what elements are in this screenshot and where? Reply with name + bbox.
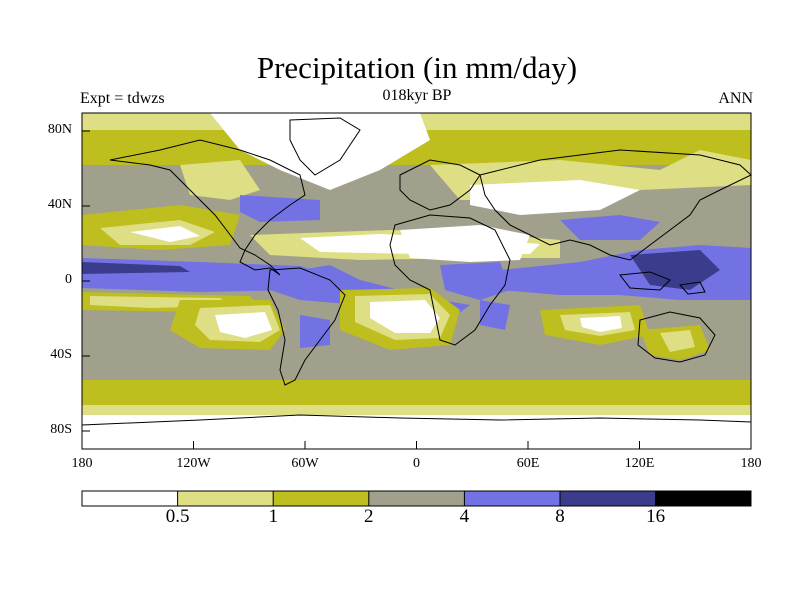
x-tick-label: 120E	[624, 456, 655, 471]
colorbar-box-4	[368, 491, 465, 506]
colorbar-box-6	[560, 491, 656, 506]
x-tick-label: 120W	[176, 456, 211, 471]
colorbar	[81, 490, 752, 507]
y-tick-label: 40S	[50, 347, 72, 362]
experiment-label: Expt = tdwzs	[80, 90, 165, 107]
colorbar-box-3	[273, 491, 369, 506]
x-tick-label: 180	[740, 456, 762, 471]
y-tick-label: 0	[65, 272, 72, 287]
colorbar-box-5	[464, 491, 560, 506]
colorbar-box-7	[655, 491, 751, 506]
colorbar-label: 16	[646, 506, 666, 527]
colorbar-label: 2	[364, 506, 374, 527]
y-tick-label: 40N	[47, 197, 72, 212]
precip-field	[82, 113, 751, 449]
season-label: ANN	[718, 90, 753, 107]
x-tick-label: 0	[413, 456, 420, 471]
x-tick-label: 60W	[291, 456, 319, 471]
colorbar-label: 8	[555, 506, 565, 527]
y-tick-label: 80S	[50, 422, 72, 437]
colorbar-box-2	[177, 491, 274, 506]
period-label: 018kyr BP	[382, 87, 452, 104]
chart-title: Precipitation (in mm/day)	[256, 50, 578, 85]
x-tick-label: 60E	[516, 456, 540, 471]
coastlines	[81, 117, 752, 426]
colorbar-label: 0.5	[165, 506, 190, 527]
x-tick-label: 180	[71, 456, 93, 471]
colorbar-label: 4	[459, 506, 470, 527]
colorbar-box-1	[82, 491, 178, 506]
colorbar-label: 1	[268, 506, 278, 527]
y-tick-label: 80N	[47, 122, 72, 137]
tick-marks	[81, 130, 752, 449]
